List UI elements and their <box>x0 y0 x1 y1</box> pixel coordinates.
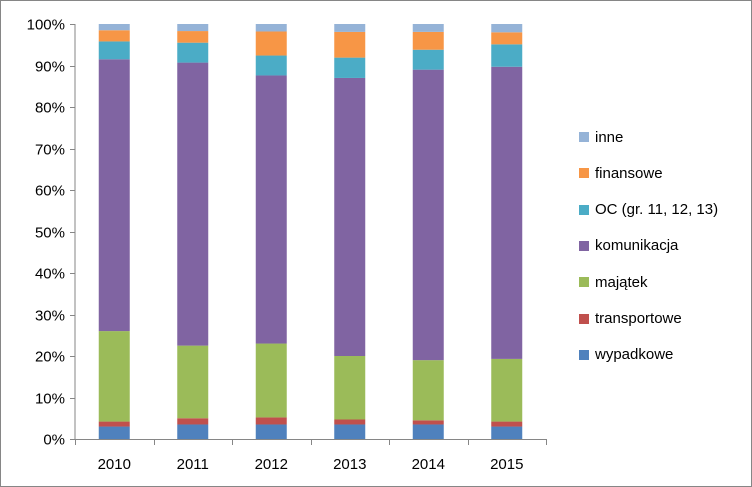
bar-segment-majątek-2015 <box>491 358 523 422</box>
bar-segment-komunikacja-2015 <box>491 66 523 359</box>
legend-swatch <box>579 132 589 142</box>
bar-segment-transportowe-2010 <box>98 421 130 427</box>
bar-segment-majątek-2014 <box>412 360 444 421</box>
x-tick-label-2010: 2010 <box>98 456 131 473</box>
bar-segment-transportowe-2012 <box>255 417 287 425</box>
y-tick-label: 50% <box>35 225 65 242</box>
legend-item-inne: inne <box>579 127 623 147</box>
bar-segment-transportowe-2015 <box>491 421 523 427</box>
bar-segment-inne-2015 <box>491 24 523 33</box>
legend-label: majątek <box>595 273 648 291</box>
bar-segment-finansowe-2011 <box>177 31 209 43</box>
y-tick-label: 20% <box>35 349 65 366</box>
y-tick-label: 0% <box>43 432 65 449</box>
legend-label: OC (gr. 11, 12, 13) <box>595 201 719 219</box>
bar-segment-oc-gr-11-12-13-2010 <box>98 41 130 60</box>
y-tick-label: 90% <box>35 59 65 76</box>
legend-swatch <box>579 349 589 360</box>
legend-swatch <box>579 277 589 288</box>
bar-segment-inne-2010 <box>98 24 130 31</box>
x-tick-label-2015: 2015 <box>490 456 523 473</box>
bar-segment-majątek-2011 <box>177 345 209 419</box>
bar-segment-finansowe-2015 <box>491 32 523 45</box>
bar-segment-komunikacja-2011 <box>177 62 209 346</box>
bar-segment-inne-2011 <box>177 24 209 32</box>
bar-segment-oc-gr-11-12-13-2012 <box>255 55 287 76</box>
legend-swatch <box>579 204 589 215</box>
legend-label: wypadkowe <box>595 346 674 364</box>
bar-segment-wypadkowe-2014 <box>412 424 444 439</box>
x-tick-label-2013: 2013 <box>333 456 366 473</box>
bar-segment-wypadkowe-2010 <box>98 426 130 439</box>
bar-segment-majątek-2013 <box>334 356 366 420</box>
bar-segment-majątek-2010 <box>98 331 130 422</box>
y-tick-label: 10% <box>35 391 65 408</box>
bars-layer <box>98 24 523 439</box>
legend-label: komunikacja <box>595 237 679 255</box>
bar-segment-oc-gr-11-12-13-2011 <box>177 42 209 63</box>
bar-segment-komunikacja-2010 <box>98 59 130 332</box>
tick-labels-layer: 0% 10% 20% 30% 40% 50% 60% 70% 80% 90% 100% 2010 201… <box>27 17 524 474</box>
legend-item-finansowe: finansowe <box>579 163 663 183</box>
legend-swatch <box>579 168 589 179</box>
legend-label: inne <box>595 128 624 146</box>
y-tick-label: 40% <box>35 266 65 283</box>
bar-segment-komunikacja-2013 <box>334 77 366 356</box>
bar-segment-majątek-2012 <box>255 343 287 418</box>
bar-segment-oc-gr-11-12-13-2014 <box>412 49 444 70</box>
y-tick-label: 30% <box>35 308 65 325</box>
legend-item-oc-gr-11-12-13: OC (gr. 11, 12, 13) <box>579 200 718 220</box>
legend-item-komunikacja: komunikacja <box>579 236 678 256</box>
legend-swatch <box>579 240 589 251</box>
bar-segment-wypadkowe-2012 <box>255 424 287 439</box>
y-tick-label: 100% <box>27 17 65 34</box>
legend-swatch <box>579 313 589 324</box>
bar-segment-finansowe-2013 <box>334 31 366 58</box>
y-tick-label: 80% <box>35 100 65 117</box>
y-tick-label: 70% <box>35 142 65 159</box>
bar-segment-inne-2013 <box>334 24 366 32</box>
bar-segment-transportowe-2013 <box>334 419 366 425</box>
y-tick-label: 60% <box>35 183 65 200</box>
legend-label: finansowe <box>595 164 663 182</box>
bar-segment-finansowe-2014 <box>412 31 444 50</box>
legend-item-wypadkowe: wypadkowe <box>579 345 673 365</box>
axes-layer <box>70 24 547 445</box>
legend-item-majątek: majątek <box>579 272 648 292</box>
bar-segment-finansowe-2012 <box>255 31 287 56</box>
bar-segment-wypadkowe-2011 <box>177 424 209 439</box>
bar-segment-oc-gr-11-12-13-2015 <box>491 44 523 67</box>
x-tick-label-2012: 2012 <box>255 456 288 473</box>
legend-item-transportowe: transportowe <box>579 309 682 329</box>
bar-segment-inne-2012 <box>255 24 287 32</box>
x-tick-label-2011: 2011 <box>177 456 209 473</box>
bar-segment-finansowe-2010 <box>98 30 130 42</box>
bar-segment-oc-gr-11-12-13-2013 <box>334 57 366 78</box>
bar-segment-inne-2014 <box>412 24 444 32</box>
bar-segment-komunikacja-2014 <box>412 69 444 361</box>
bar-segment-transportowe-2011 <box>177 418 209 425</box>
bar-segment-wypadkowe-2013 <box>334 424 366 439</box>
bar-segment-wypadkowe-2015 <box>491 426 523 439</box>
bar-segment-transportowe-2014 <box>412 420 444 425</box>
x-tick-label-2014: 2014 <box>412 456 445 473</box>
bar-segment-komunikacja-2012 <box>255 75 287 344</box>
legend-label: transportowe <box>595 310 682 327</box>
